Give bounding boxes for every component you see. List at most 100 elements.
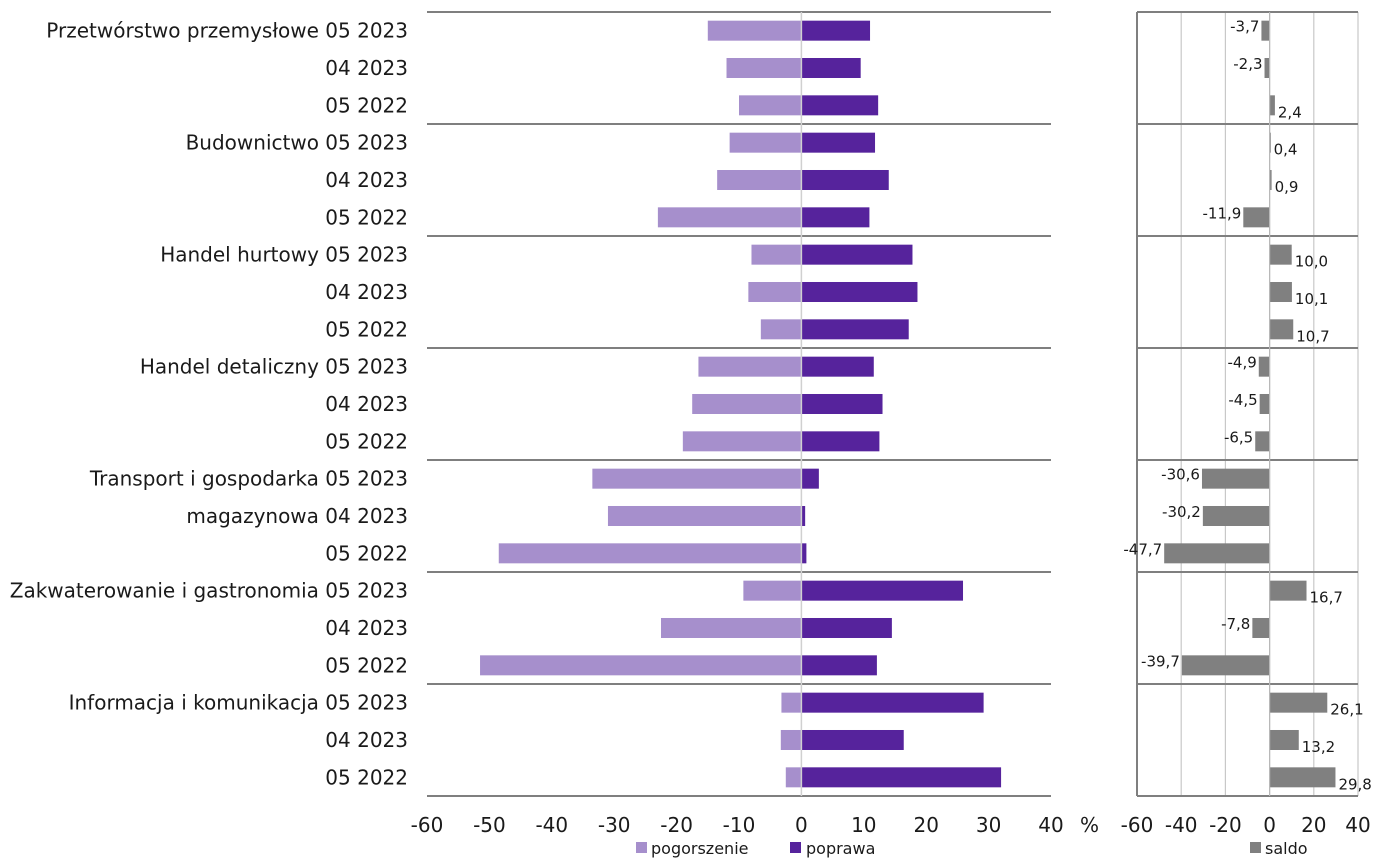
bar-pogorszenie	[592, 468, 802, 489]
bar-saldo	[1202, 505, 1270, 526]
saldo-data-label: -4,5	[1228, 391, 1257, 409]
saldo-data-label: -30,2	[1162, 503, 1201, 521]
bar-poprawa	[801, 132, 876, 153]
saldo-data-label: 0,4	[1274, 141, 1298, 159]
category-label: 04 2023	[325, 168, 408, 192]
bar-pogorszenie	[743, 580, 802, 601]
bar-pogorszenie	[751, 244, 802, 265]
right-x-tick-label: 0	[1263, 813, 1276, 837]
left-x-tick-label: 40	[1038, 813, 1063, 837]
bar-poprawa	[801, 431, 880, 452]
bar-pogorszenie	[607, 505, 802, 526]
bar-saldo	[1269, 767, 1336, 788]
saldo-data-label: -3,7	[1230, 18, 1259, 36]
bar-saldo	[1269, 729, 1299, 750]
bar-poprawa	[801, 20, 871, 41]
right-x-tick-label: 40	[1345, 813, 1370, 837]
bar-pogorszenie	[661, 617, 802, 638]
bar-saldo	[1269, 244, 1292, 265]
category-label: 05 2022	[325, 317, 408, 341]
bar-pogorszenie	[729, 132, 802, 153]
bar-pogorszenie	[657, 207, 802, 228]
category-label: 05 2022	[325, 653, 408, 677]
legend-swatch-pogorszenie	[636, 842, 647, 853]
bar-saldo	[1255, 431, 1270, 452]
bar-saldo	[1264, 57, 1270, 78]
left-x-tick-label: -40	[535, 813, 568, 837]
category-label: 05 2022	[325, 205, 408, 229]
bar-saldo	[1252, 617, 1270, 638]
saldo-data-label: 26,1	[1330, 701, 1363, 719]
bar-poprawa	[801, 281, 918, 302]
bar-poprawa	[801, 543, 807, 564]
right-x-tick-label: 20	[1301, 813, 1326, 837]
bar-pogorszenie	[785, 767, 802, 788]
bar-poprawa	[801, 57, 861, 78]
bar-pogorszenie	[726, 57, 802, 78]
category-label: 04 2023	[325, 728, 408, 752]
legend-label-pogorszenie: pogorszenie	[651, 839, 748, 858]
saldo-data-label: -30,6	[1161, 466, 1200, 484]
category-label: 04 2023	[325, 392, 408, 416]
bar-pogorszenie	[760, 319, 802, 340]
saldo-data-label: -39,7	[1141, 652, 1180, 670]
bar-poprawa	[801, 655, 877, 676]
bar-poprawa	[801, 692, 984, 713]
saldo-data-label: 16,7	[1310, 589, 1343, 607]
saldo-data-label: -47,7	[1123, 540, 1162, 558]
saldo-data-label: -7,8	[1221, 615, 1250, 633]
saldo-data-label: 10,0	[1295, 253, 1328, 271]
legend: pogorszenie poprawa saldo	[636, 839, 1308, 858]
saldo-data-label: 10,1	[1295, 290, 1328, 308]
category-label: magazynowa 04 2023	[186, 504, 408, 528]
right-x-tick-label: -20	[1209, 813, 1242, 837]
legend-swatch-poprawa	[790, 842, 801, 853]
bar-saldo	[1261, 20, 1270, 41]
category-label: 04 2023	[325, 616, 408, 640]
bar-poprawa	[801, 319, 909, 340]
bar-saldo	[1201, 468, 1270, 489]
category-label: 05 2022	[325, 93, 408, 117]
right-x-tick-label: -40	[1165, 813, 1198, 837]
bar-pogorszenie	[707, 20, 802, 41]
bar-poprawa	[801, 393, 883, 414]
category-label: 05 2022	[325, 429, 408, 453]
category-label: 04 2023	[325, 56, 408, 80]
category-label: Przetwórstwo przemysłowe 05 2023	[46, 19, 408, 43]
bar-poprawa	[801, 468, 819, 489]
bar-poprawa	[801, 207, 870, 228]
bar-saldo	[1259, 393, 1270, 414]
left-x-tick-label: 0	[795, 813, 808, 837]
bar-saldo	[1181, 655, 1270, 676]
bar-pogorszenie	[498, 543, 802, 564]
left-x-tick-label: 10	[851, 813, 876, 837]
category-labels: Przetwórstwo przemysłowe 05 2023 04 2023 0…	[10, 19, 408, 790]
bar-poprawa	[801, 169, 889, 190]
category-label: Transport i gospodarka 05 2023	[89, 467, 408, 491]
category-label: 05 2022	[325, 765, 408, 789]
category-label: Handel hurtowy 05 2023	[160, 243, 408, 267]
bar-poprawa	[801, 244, 913, 265]
bar-saldo	[1269, 319, 1294, 340]
legend-swatch-saldo	[1250, 842, 1261, 853]
saldo-data-label: -2,3	[1233, 55, 1262, 73]
saldo-data-label: 0,9	[1275, 178, 1299, 196]
bar-pogorszenie	[480, 655, 802, 676]
bar-pogorszenie	[682, 431, 802, 452]
category-label: 05 2022	[325, 541, 408, 565]
saldo-data-label: -11,9	[1202, 204, 1241, 222]
left-x-tick-label: -60	[411, 813, 444, 837]
left-x-tick-label: -50	[473, 813, 506, 837]
bar-saldo	[1164, 543, 1270, 564]
category-label: Zakwaterowanie i gastronomia 05 2023	[10, 579, 408, 603]
left-x-tick-label: -30	[598, 813, 631, 837]
bar-saldo	[1269, 580, 1307, 601]
left-x-tick-label: 20	[913, 813, 938, 837]
bar-pogorszenie	[717, 169, 802, 190]
bar-poprawa	[801, 95, 879, 116]
bar-pogorszenie	[780, 729, 802, 750]
saldo-data-label: 2,4	[1278, 103, 1302, 121]
bar-saldo	[1269, 692, 1328, 713]
bar-saldo	[1269, 169, 1272, 190]
saldo-data-label: 13,2	[1302, 738, 1335, 756]
